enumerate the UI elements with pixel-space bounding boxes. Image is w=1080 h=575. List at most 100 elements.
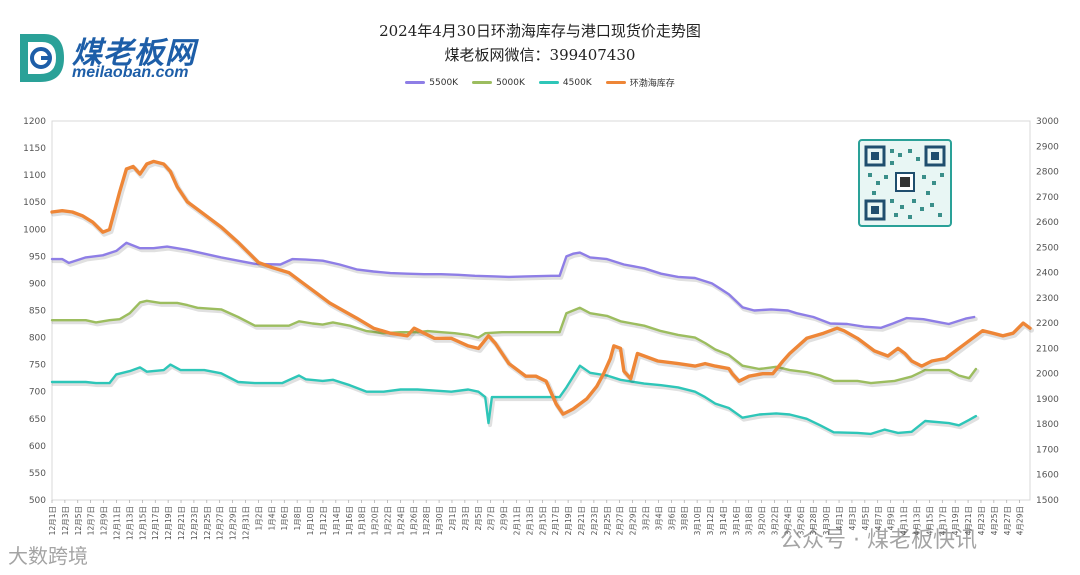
x-axis-tick-label: 1月14日 <box>332 506 341 535</box>
left-axis-tick-label: 1150 <box>23 144 46 154</box>
legend-item-5500k: 5500K <box>405 76 458 89</box>
legend-item-inventory: 环渤海库存 <box>605 76 675 89</box>
x-axis-tick-label: 2月23日 <box>590 506 599 535</box>
x-axis-tick-label: 3月6日 <box>667 506 676 531</box>
x-axis-tick-label: 2月7日 <box>487 506 496 531</box>
left-axis-tick-label: 900 <box>29 279 46 289</box>
x-axis-tick-label: 12月25日 <box>203 506 212 540</box>
x-axis-tick-label: 4月3日 <box>848 506 857 531</box>
left-axis-tick-label: 1000 <box>23 225 46 235</box>
x-axis-tick-label: 3月18日 <box>745 506 754 535</box>
left-axis-tick-label: 850 <box>29 307 46 317</box>
x-axis-tick-label: 4月23日 <box>977 506 986 535</box>
x-axis-tick-label: 12月19日 <box>164 506 173 540</box>
series-line-5000k <box>50 299 978 385</box>
right-axis-tick-label: 2700 <box>1036 193 1059 203</box>
logo-mark-icon <box>20 34 64 82</box>
x-axis-tick-label: 1月12日 <box>319 506 328 535</box>
x-axis-tick-label: 4月13日 <box>912 506 921 535</box>
series-line-5000k-shadow <box>51 300 980 388</box>
right-axis-tick-label: 2800 <box>1036 168 1059 178</box>
left-axis-tick-label: 800 <box>29 334 46 344</box>
x-axis-tick-label: 2月29日 <box>629 506 638 535</box>
series-line-4500k-shadow <box>51 364 980 438</box>
chart-subtitle: 煤老板网微信：399407430 <box>444 46 636 64</box>
x-axis-tick-label: 4月5日 <box>861 506 870 531</box>
x-axis-tick-label: 4月7日 <box>874 506 883 531</box>
right-axis-tick-label: 3000 <box>1036 117 1059 127</box>
x-axis-tick-label: 12月15日 <box>138 506 147 540</box>
chart-title: 2024年4月30日环渤海库存与港口现货价走势图 <box>379 22 701 40</box>
right-axis-tick-label: 1900 <box>1036 395 1059 405</box>
x-axis-tick-label: 3月14日 <box>719 506 728 535</box>
logo-text-en: meilaoban.com <box>72 64 189 81</box>
x-axis-tick-label: 1月20日 <box>371 506 380 535</box>
legend-swatch-5500k <box>405 81 426 84</box>
right-axis-tick-label: 2000 <box>1036 370 1059 380</box>
x-axis-tick-label: 3月16日 <box>732 506 741 535</box>
right-axis-tick-label: 2500 <box>1036 243 1059 253</box>
right-axis-tick-label: 2100 <box>1036 344 1059 354</box>
x-axis-tick-label: 4月29日 <box>1016 506 1025 535</box>
right-axis-tick-label: 1700 <box>1036 445 1059 455</box>
x-axis-tick-label: 12月9日 <box>100 506 109 535</box>
x-axis-tick-label: 2月5日 <box>474 506 483 531</box>
left-axis-tick-label: 650 <box>29 415 46 425</box>
legend-swatch-inventory <box>605 81 626 84</box>
left-axis-tick-label: 1200 <box>23 117 46 127</box>
left-axis-tick-label: 700 <box>29 388 46 398</box>
logo-text-cn: 煤老板网 <box>72 36 196 71</box>
x-axis-tick-label: 12月7日 <box>87 506 96 535</box>
x-axis-tick-label: 12月29日 <box>229 506 238 540</box>
x-axis-tick-label: 4月1日 <box>835 506 844 531</box>
series-line-5500k <box>50 241 976 329</box>
legend-swatch-4500k <box>538 81 559 84</box>
right-axis-tick-label: 1500 <box>1036 496 1059 506</box>
x-axis-tick-label: 3月12日 <box>706 506 715 535</box>
x-axis-tick-label: 3月20日 <box>758 506 767 535</box>
x-axis-tick-label: 4月21日 <box>964 506 973 535</box>
x-axis-tick-label: 4月15日 <box>925 506 934 535</box>
legend-swatch-5000k <box>472 81 493 84</box>
left-axis-tick-label: 950 <box>29 252 46 262</box>
x-axis-tick-label: 12月23日 <box>190 506 199 540</box>
right-axis-tick-label: 2400 <box>1036 269 1059 279</box>
x-axis-tick-label: 12月27日 <box>216 506 225 540</box>
legend-label-5000k: 5000K <box>496 77 525 88</box>
x-axis-tick-label: 2月15日 <box>538 506 547 535</box>
x-axis-tick-label: 1月8日 <box>293 506 302 531</box>
series-line-inventory <box>50 159 1032 416</box>
x-axis-tick-label: 1月16日 <box>345 506 354 535</box>
x-axis-tick-label: 4月17日 <box>938 506 947 535</box>
right-axis-tick-label: 2600 <box>1036 218 1059 228</box>
x-axis-tick-label: 3月10日 <box>693 506 702 535</box>
series-line-4500k <box>50 363 978 436</box>
x-axis-tick-label: 2月17日 <box>551 506 560 535</box>
x-axis-tick-label: 2月13日 <box>525 506 534 535</box>
series-line-5500k-shadow <box>51 242 978 332</box>
x-axis-tick-label: 2月25日 <box>603 506 612 535</box>
x-axis-tick-label: 4月9日 <box>887 506 896 531</box>
x-axis-tick-label: 1月4日 <box>267 506 276 531</box>
left-axis-tick-label: 550 <box>29 469 46 479</box>
x-axis-tick-label: 3月28日 <box>809 506 818 535</box>
x-axis-tick-label: 4月27日 <box>1003 506 1012 535</box>
x-axis-tick-label: 12月17日 <box>151 506 160 540</box>
right-axis-tick-label: 2900 <box>1036 142 1059 152</box>
x-axis-tick-label: 12月21日 <box>177 506 186 540</box>
x-axis-tick-label: 2月11日 <box>512 506 521 535</box>
x-axis-tick-label: 2月19日 <box>564 506 573 535</box>
x-axis-tick-label: 3月8日 <box>680 506 689 531</box>
right-axis-tick-label: 2300 <box>1036 294 1059 304</box>
legend-label-inventory: 环渤海库存 <box>629 79 675 89</box>
x-axis-tick-label: 1月22日 <box>383 506 392 535</box>
left-axis-tick-label: 750 <box>29 361 46 371</box>
watermark-right: 公众号 · 煤老板快讯 <box>780 528 977 553</box>
x-axis-tick-label: 3月4日 <box>654 506 663 531</box>
x-axis-tick-label: 1月28日 <box>422 506 431 535</box>
legend-item-5000k: 5000K <box>472 76 525 89</box>
x-axis-tick-label: 12月1日 <box>48 506 57 535</box>
x-axis-tick-label: 12月3日 <box>61 506 70 535</box>
x-axis-tick-label: 3月2日 <box>642 506 651 531</box>
